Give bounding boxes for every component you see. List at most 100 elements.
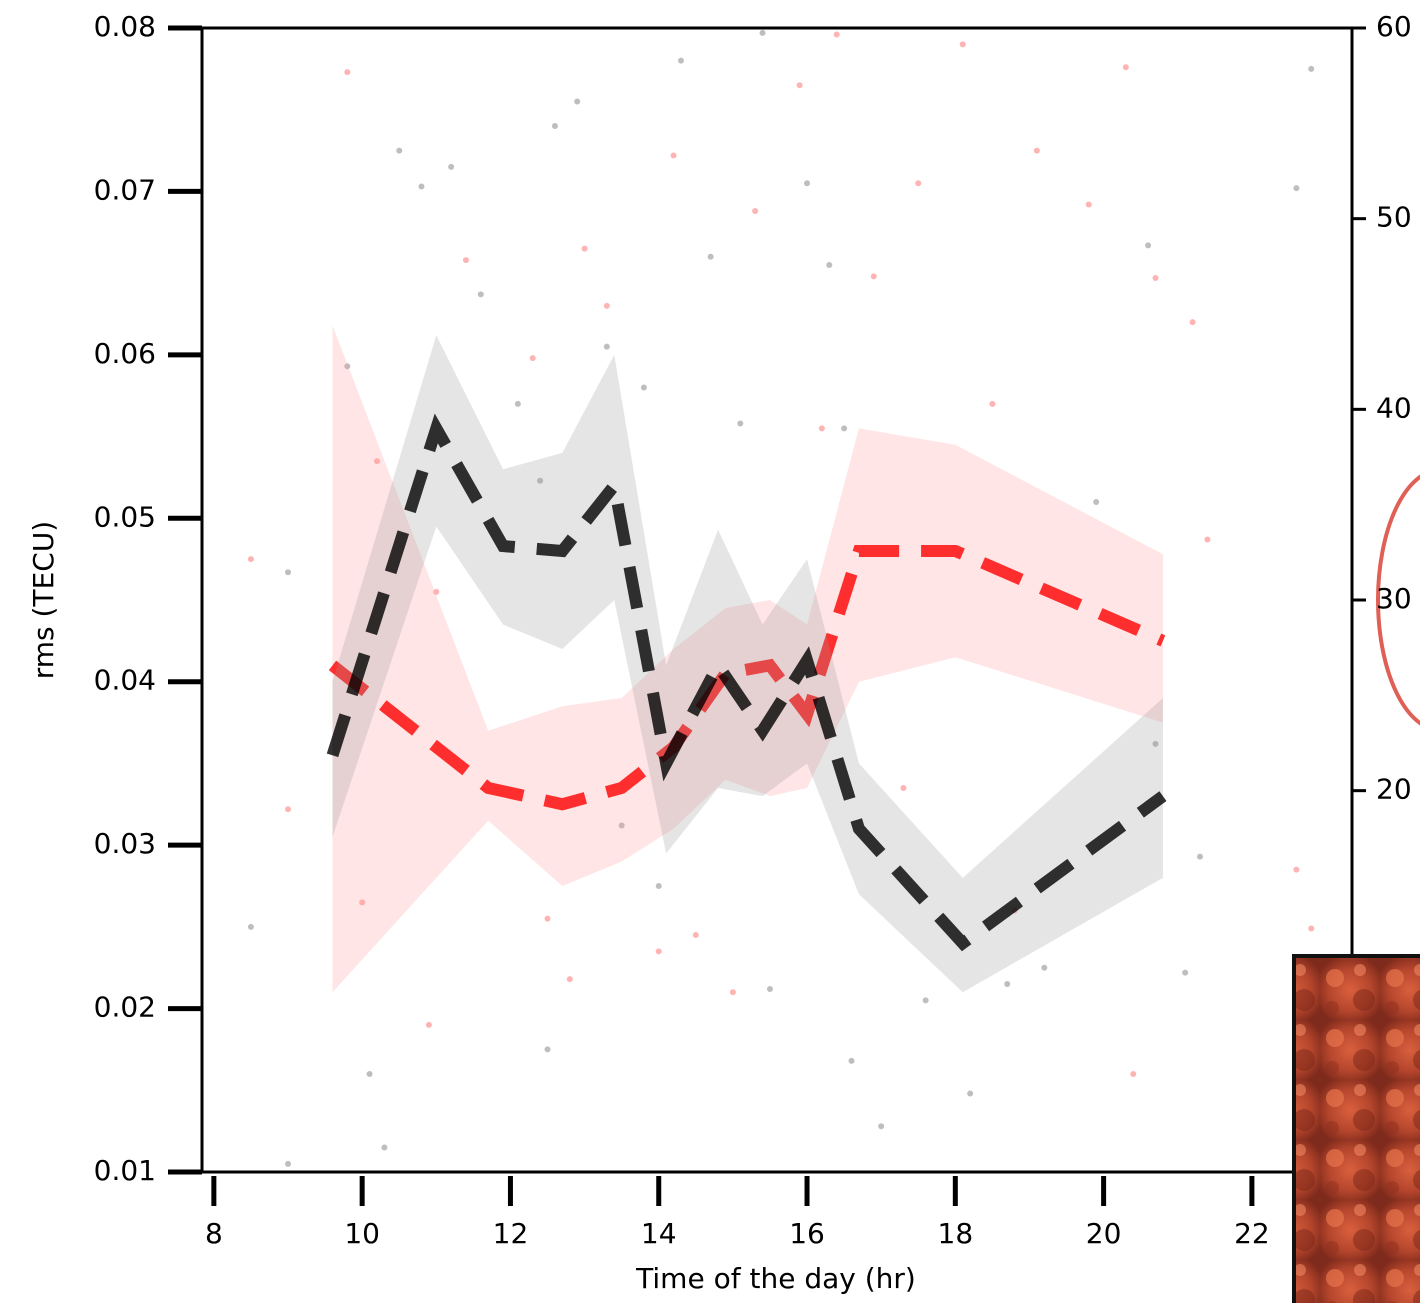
scatter-point [285,1160,292,1167]
scatter-point [544,1046,551,1053]
scatter-point [285,569,292,576]
scatter-point [1122,64,1129,71]
y-axis-label: rms (TECU) [27,521,60,679]
scatter-point [804,180,811,187]
x-tick-label: 22 [1234,1217,1270,1250]
scatter-point [737,420,744,427]
scatter-point [848,1057,855,1064]
scatter-point [618,822,625,829]
scatter-point [366,1070,373,1077]
scatter-point [1130,1070,1137,1077]
scatter-point [1293,866,1300,873]
scatter-point [285,806,292,813]
scatter-point [959,41,966,48]
scatter-point [448,163,455,170]
scatter-point [537,477,544,484]
x-axis-label: Time of the day (hr) [635,1262,916,1295]
scatter-point [1004,981,1011,988]
scatter-point [433,588,440,595]
scatter-point [566,976,573,983]
scatter-point [477,291,484,298]
scatter-point [655,948,662,955]
y-tick-label: 0.02 [94,991,156,1024]
scatter-point [359,899,366,906]
scatter-point [870,273,877,280]
x-tick-label: 14 [641,1217,677,1250]
scatter-point [796,82,803,89]
y-tick-label: 0.04 [94,664,156,697]
x-tick-label: 8 [205,1217,223,1250]
line [328,544,1166,811]
inset-image [1292,954,1420,1303]
scatter-point [1204,536,1211,543]
scatter-point [381,1144,388,1151]
scatter-point [418,183,425,190]
scatter-point [574,98,581,105]
scatter-point [826,261,833,268]
scatter-point [1041,964,1048,971]
scatter-point [1093,498,1100,505]
y2-tick-label: 40 [1376,391,1412,424]
scatter-point [655,883,662,889]
scatter-point [677,57,684,64]
scatter-point [729,989,736,996]
scatter-point [603,343,610,350]
y-tick-label: 0.05 [94,500,156,533]
scatter-point [766,985,773,992]
scatter-point [396,147,403,154]
scatter-point [818,425,825,432]
scatter-point [529,355,536,362]
y-tick-label: 0.06 [94,337,156,370]
scatter-point [1197,853,1204,860]
scatter-point [425,1021,432,1028]
line [326,413,1167,952]
scatter-point [1145,242,1152,249]
scatter-point [247,923,254,930]
plot-area [247,29,1315,1167]
x-tick-label: 10 [344,1217,380,1250]
scatter-point [1308,65,1315,72]
x-tick-label: 20 [1086,1217,1122,1250]
scatter-point [759,29,766,36]
scatter-point [1085,201,1092,208]
scatter-point [878,1123,885,1130]
y2-tick-label: 60 [1376,10,1412,43]
scatter-point [344,363,351,370]
scatter-point [1033,147,1040,154]
y-tick-label: 0.07 [94,173,156,206]
scatter-point [247,556,254,563]
confidence-band [332,335,1163,993]
scatter-point [1182,969,1189,976]
scatter-point [833,31,840,38]
scatter-point [1308,925,1315,932]
scatter-point [544,915,551,922]
scatter-point [752,208,759,215]
scatter-point [373,458,380,465]
x-tick-label: 18 [938,1217,974,1250]
confidence-band [332,325,1163,993]
y2-tick-label: 20 [1376,773,1412,806]
scatter-point [514,400,521,407]
scatter-point [581,245,588,252]
scatter-point [707,253,714,260]
scatter-point [344,69,351,76]
y2-tick-label: 30 [1376,582,1412,615]
scatter-point [1152,740,1159,747]
scatter-point [841,425,848,432]
scatter-point [900,784,907,791]
scatter-point [967,1090,974,1097]
scatter-point [462,257,469,264]
x-tick-label: 16 [789,1217,825,1250]
y-tick-label: 0.03 [94,827,156,860]
y-tick-label: 0.01 [94,1154,156,1187]
scatter-point [603,302,610,309]
scatter-point [922,997,929,1004]
scatter-point [1189,319,1196,326]
scatter-point [989,400,996,407]
y2-tick-label: 50 [1376,201,1412,234]
scatter-point [640,384,647,391]
highlight-ellipse [1376,474,1420,726]
scatter-point [692,932,699,939]
